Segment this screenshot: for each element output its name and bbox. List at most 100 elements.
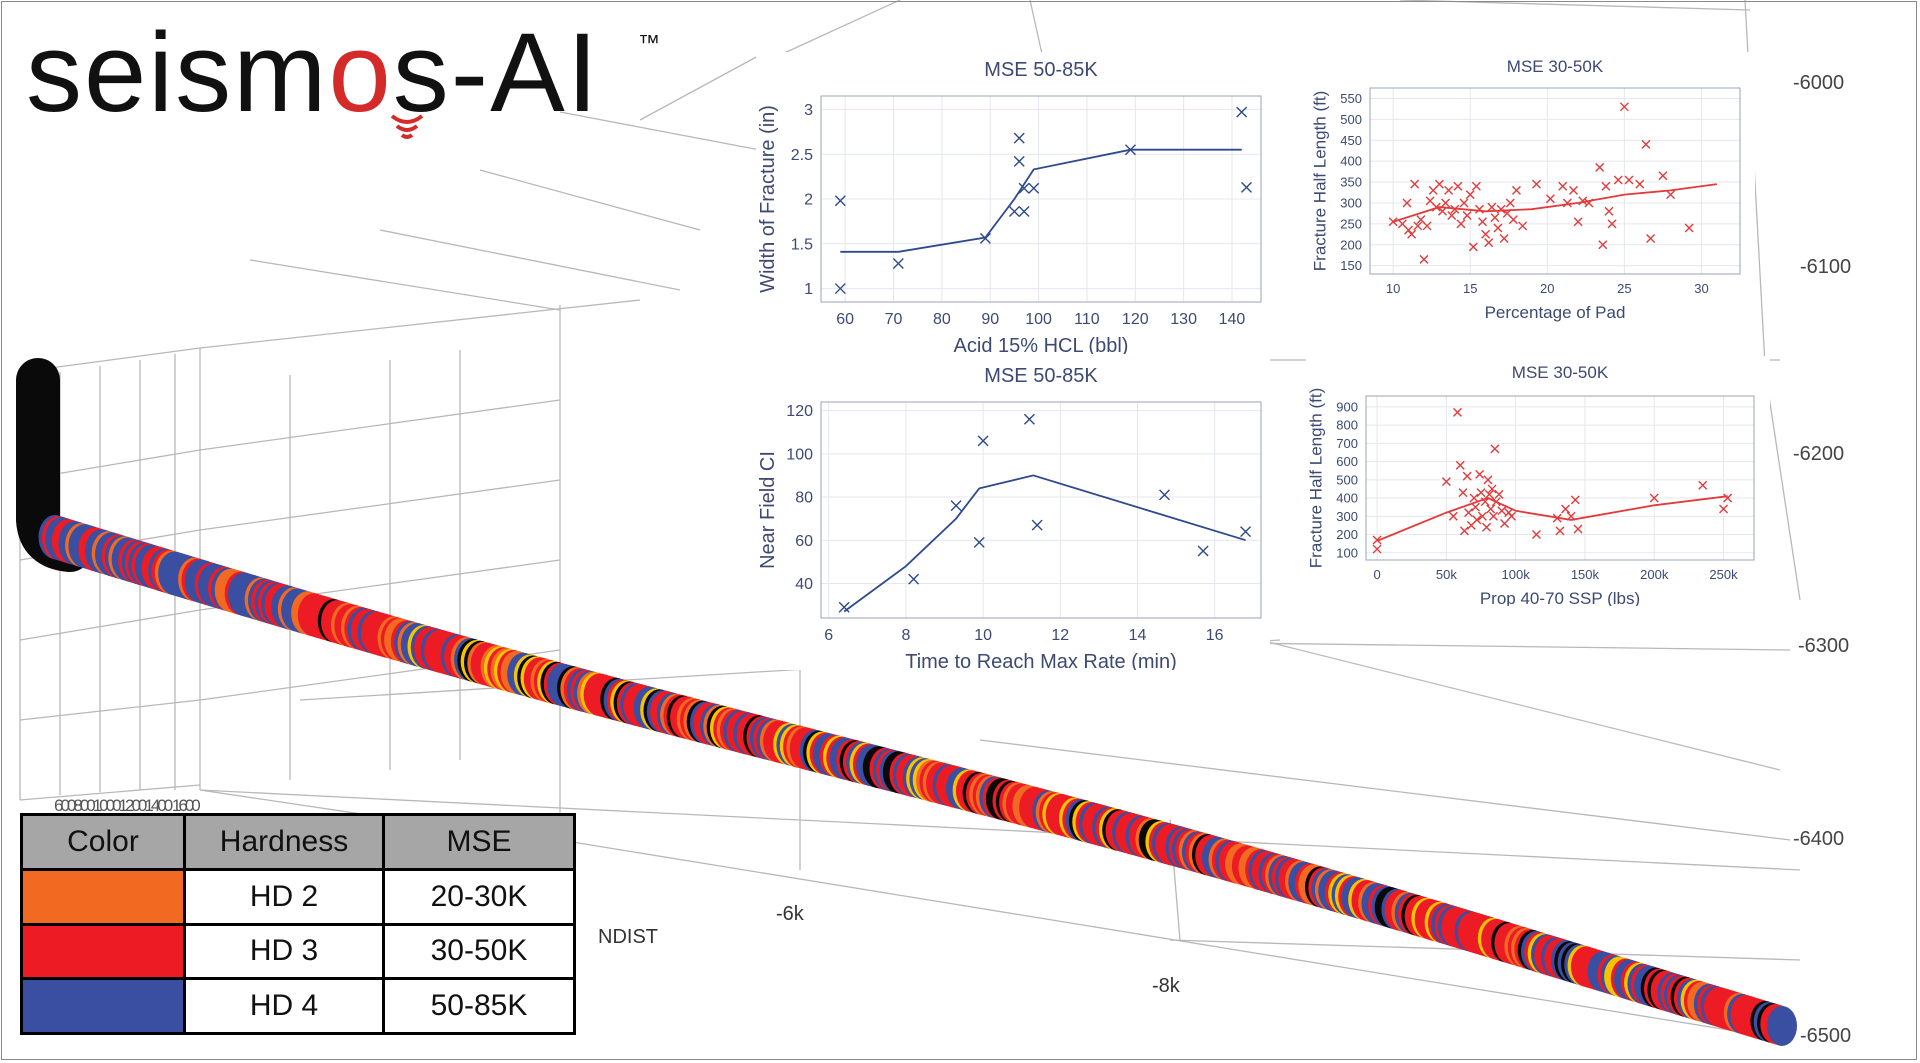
data-point [1561, 504, 1571, 514]
grid-line [379, 229, 681, 291]
y-tick-label: 1.5 [791, 236, 813, 253]
legend-hardness-hd2: HD 2 [183, 867, 385, 926]
data-point [1573, 524, 1583, 534]
x-tick-label: 80 [933, 311, 951, 328]
data-point [1419, 254, 1429, 264]
x-tick-label: 110 [1074, 311, 1100, 328]
data-point [1723, 493, 1733, 503]
grid-line [199, 399, 561, 451]
chart-time-vs-nearfield-ci[interactable]: 6 8 10 12 14 16 40 60 80 100 120 MSE 50-85K Time to … [756, 358, 1270, 673]
y-tick-label: 300 [1340, 195, 1362, 210]
x-tick-label: 120 [1122, 311, 1149, 328]
chart-prop-vs-half-length[interactable]: 0 50k 100k 150k 200k 250k 100 200 300 400 500 600 70… [1306, 356, 1770, 608]
data-point [1595, 162, 1605, 172]
data-point [1490, 213, 1500, 223]
x-tick-label: 25 [1617, 281, 1631, 296]
data-point [973, 536, 985, 548]
chart-acid-vs-fracture-width[interactable]: 60 70 80 90 100 110 120 130 140 1 1.5 2 2.5 3 MSE 50-8… [756, 52, 1270, 357]
x-tick-label: 100k [1502, 567, 1531, 582]
grid-line [479, 169, 701, 231]
data-point [1447, 210, 1457, 220]
legend-mse-hd2: 20-30K [382, 867, 576, 926]
x-axis-label: Prop 40-70 SSP (lbs) [1480, 589, 1640, 606]
y-tick-label: 250 [1340, 216, 1362, 231]
data-point [838, 601, 850, 613]
x-tick-label: 12 [1051, 627, 1069, 644]
data-point [1500, 519, 1510, 529]
data-point [1497, 506, 1507, 516]
data-point [1372, 535, 1382, 545]
data-point [1372, 544, 1382, 554]
x-tick-label: 140 [1219, 311, 1246, 328]
trend-line [1392, 183, 1718, 223]
grid-line [639, 54, 761, 121]
legend-hardness-hd4: HD 4 [183, 977, 385, 1035]
x-tick-label: 8 [901, 627, 910, 644]
data-point [1422, 221, 1432, 231]
chart-panel-1: 60 70 80 90 100 110 120 130 140 1 1.5 2 2.5 3 MSE 50-8… [756, 52, 1270, 357]
z-tick-label: -6100 [1800, 256, 1852, 278]
legend-mse-hd3: 30-50K [382, 922, 576, 981]
data-point [1486, 504, 1496, 514]
data-point [1410, 179, 1420, 189]
x-tick-label: 130 [1170, 311, 1197, 328]
y-tick-label: 550 [1340, 91, 1362, 106]
data-point [1491, 497, 1501, 507]
data-point [1465, 190, 1475, 200]
data-point [1518, 221, 1528, 231]
y-tick-label: 700 [1336, 436, 1358, 451]
chart-panel-3: 6 8 10 12 14 16 40 60 80 100 120 MSE 50-85K Time to … [756, 358, 1270, 673]
data-point [1613, 175, 1623, 185]
data-point [1566, 511, 1576, 521]
legend-row: HD 4 50-85K [20, 977, 576, 1035]
y-axis-label: Width of Fracture (in) [757, 105, 779, 293]
data-point [1719, 504, 1729, 514]
data-point [1471, 181, 1481, 191]
y-tick-label: 3 [804, 102, 813, 119]
data-point [1197, 545, 1209, 557]
data-point [1455, 460, 1465, 470]
data-point [1641, 139, 1651, 149]
legend-header-hardness: Hardness [183, 813, 385, 871]
hardness-legend-table: Color Hardness MSE HD 2 20-30K HD 3 30-5… [20, 813, 576, 1035]
z-tick-label: -6500 [1800, 1025, 1852, 1047]
chart-pad-vs-half-length[interactable]: 10 15 20 25 30 150 200 250 300 350 400 450 500 550 MSE… [1310, 52, 1755, 324]
data-point [1444, 185, 1454, 195]
data-point [1018, 182, 1030, 194]
logo-wordmark: seismos-AI [26, 8, 600, 138]
data-point [1159, 489, 1171, 501]
trend-line [1376, 495, 1728, 542]
data-point [1545, 194, 1555, 204]
y-tick-label: 200 [1340, 237, 1362, 252]
data-point [834, 283, 846, 295]
grid-line [1179, 619, 1781, 771]
data-point [1698, 480, 1708, 490]
data-point [1023, 413, 1035, 425]
legend-row: HD 2 20-30K [20, 867, 576, 926]
trademark-symbol: ™ [638, 30, 660, 55]
data-point [1028, 182, 1040, 194]
data-point [1484, 238, 1494, 248]
signal-waves-icon [390, 114, 424, 139]
grid-line [19, 699, 201, 721]
legend-hardness-hd3: HD 3 [183, 922, 385, 981]
data-point [1468, 242, 1478, 252]
z-tick-label: -6200 [1793, 443, 1845, 465]
y-tick-label: 300 [1336, 509, 1358, 524]
chart-title: MSE 50-85K [984, 365, 1098, 387]
legend-swatch-hd3 [20, 922, 186, 981]
data-point [908, 573, 920, 585]
data-point [1476, 488, 1486, 498]
chart-panel-2: 10 15 20 25 30 150 200 250 300 350 400 450 500 550 MSE… [1310, 52, 1755, 324]
data-point [1478, 217, 1488, 227]
grid-line [199, 479, 561, 531]
trend-line [843, 474, 1246, 613]
data-point [1508, 215, 1518, 225]
legend-header-color: Color [20, 813, 186, 871]
data-point [1472, 515, 1482, 525]
data-point [1562, 198, 1572, 208]
data-point [1573, 217, 1583, 227]
x-axis-title: NDIST [598, 926, 658, 948]
y-tick-label: 1 [804, 281, 813, 298]
